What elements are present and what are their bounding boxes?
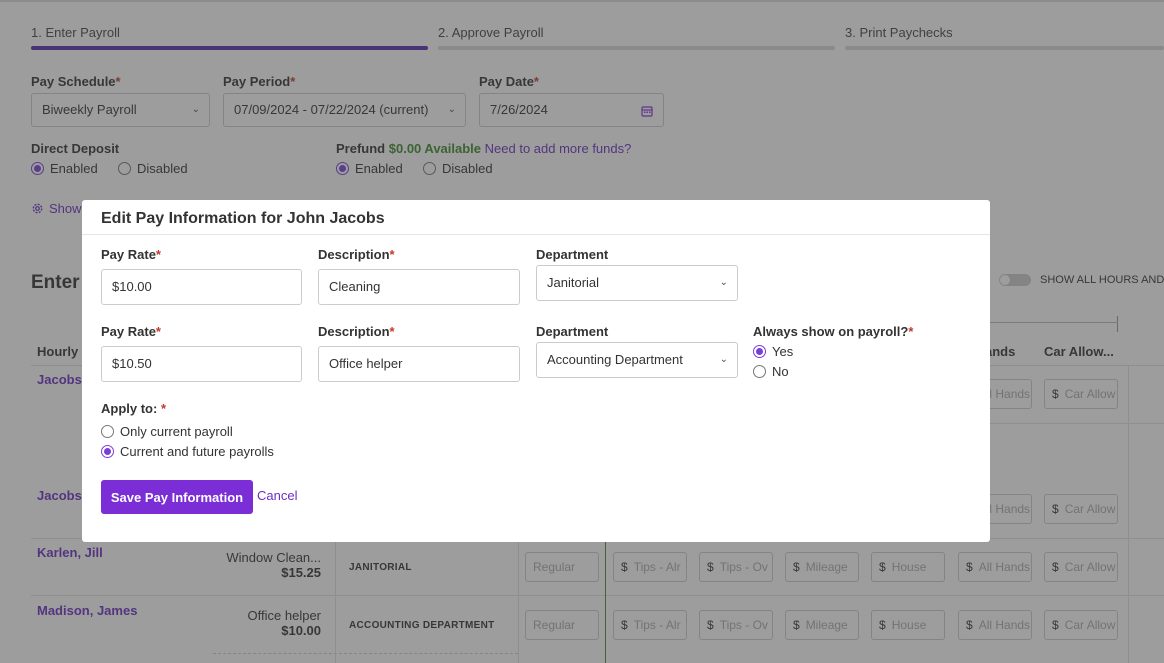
pay-rate-label: Pay Rate* [101,324,161,339]
department-select[interactable]: Janitorial ⌄ [536,265,738,301]
apply-to-label: Apply to: * [101,401,167,416]
modal-header-divider [82,234,990,235]
department-label: Department [536,324,609,339]
description-input[interactable]: Cleaning [318,269,520,305]
save-pay-information-button[interactable]: Save Pay Information [101,480,253,514]
apply-current-payroll-radio[interactable]: Only current payroll [101,424,233,439]
cancel-link[interactable]: Cancel [257,488,298,503]
chevron-down-icon: ⌄ [719,277,728,288]
pay-rate-input[interactable]: $10.00 [101,269,302,305]
apply-current-and-future-radio[interactable]: Current and future payrolls [101,444,274,459]
chevron-down-icon: ⌄ [719,354,728,365]
radio-selected-icon [101,445,114,458]
radio-unselected-icon [101,425,114,438]
description-label: Description* [318,247,395,262]
always-show-no-radio[interactable]: No [753,364,789,379]
edit-pay-information-modal: Edit Pay Information for John Jacobs Pay… [82,200,990,542]
always-show-label: Always show on payroll?* [753,324,914,339]
description-label: Description* [318,324,395,339]
department-select[interactable]: Accounting Department ⌄ [536,342,738,378]
modal-title: Edit Pay Information for John Jacobs [101,210,385,227]
always-show-yes-radio[interactable]: Yes [753,344,793,359]
radio-selected-icon [753,345,766,358]
radio-unselected-icon [753,365,766,378]
description-input[interactable]: Office helper [318,346,520,382]
pay-rate-label: Pay Rate* [101,247,161,262]
department-label: Department [536,247,609,262]
pay-rate-input[interactable]: $10.50 [101,346,302,382]
